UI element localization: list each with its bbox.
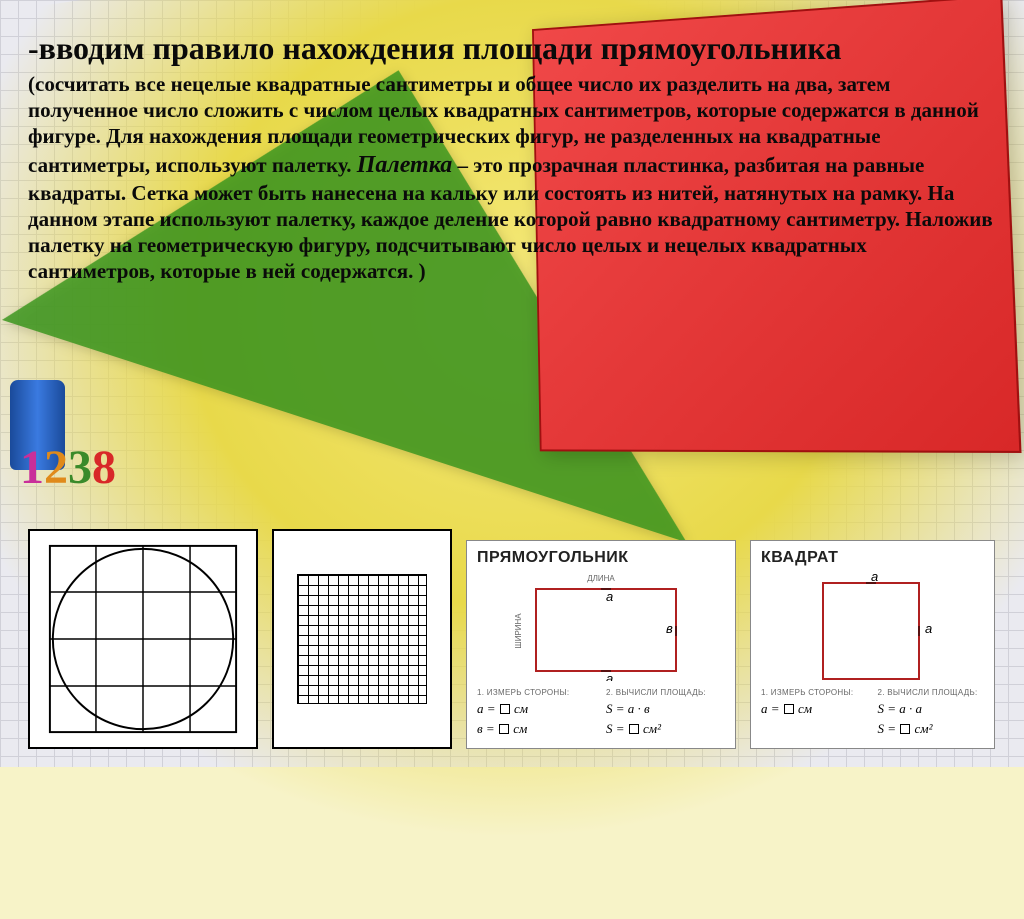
figures-row: ПРЯМОУГОЛЬНИК ДЛИНА ШИРИНА а в а 1. ИЗМЕ… [28,529,995,749]
slide-text: -вводим правило нахождения площади прямо… [28,30,998,285]
step-label: 1. ИЗМЕРЬ СТОРОНЫ: [761,687,868,699]
square-card-title: КВАДРАТ [761,549,984,567]
slide-body: (сосчитать все нецелые квадратные сантим… [28,71,998,285]
square-diagram-icon: а а [803,571,943,681]
eq-s-formula: S = а · в [606,699,725,719]
eq-b: в = см [477,719,596,739]
eq-s-result: S = см² [878,719,985,739]
circle-in-grid-icon [40,541,246,737]
decorative-numbers: 1238 [20,440,116,495]
width-label: ШИРИНА [514,613,523,649]
slide-heading: -вводим правило нахождения площади прямо… [28,30,998,67]
step-label: 2. ВЫЧИСЛИ ПЛОЩАДЬ: [878,687,985,699]
term-palette: Палетка [357,152,453,178]
step-label: 1. ИЗМЕРЬ СТОРОНЫ: [477,687,596,699]
palette-grid-figure [272,529,452,749]
rectangle-diagram-icon: ДЛИНА ШИРИНА а в а [511,571,691,681]
circle-grid-figure [28,529,258,749]
svg-text:а: а [606,589,613,604]
decor-number: 2 [44,441,68,494]
svg-text:а: а [871,571,878,584]
decor-number: 8 [92,441,116,494]
eq-s-formula: S = а · а [878,699,985,719]
step-label: 2. ВЫЧИСЛИ ПЛОЩАДЬ: [606,687,725,699]
rectangle-card-title: ПРЯМОУГОЛЬНИК [477,549,725,567]
square-card: КВАДРАТ а а 1. ИЗМЕРЬ СТОРОНЫ: а = см 2.… [750,540,995,749]
eq-a: а = см [761,699,868,719]
eq-s-result: S = см² [606,719,725,739]
decor-number: 3 [68,441,92,494]
eq-a: а = см [477,699,596,719]
palette-grid-icon [297,574,427,704]
length-label: ДЛИНА [587,574,615,583]
rectangle-card: ПРЯМОУГОЛЬНИК ДЛИНА ШИРИНА а в а 1. ИЗМЕ… [466,540,736,749]
svg-text:а: а [925,621,932,636]
svg-text:в: в [666,621,673,636]
decor-number: 1 [20,441,44,494]
svg-text:а: а [606,671,613,681]
